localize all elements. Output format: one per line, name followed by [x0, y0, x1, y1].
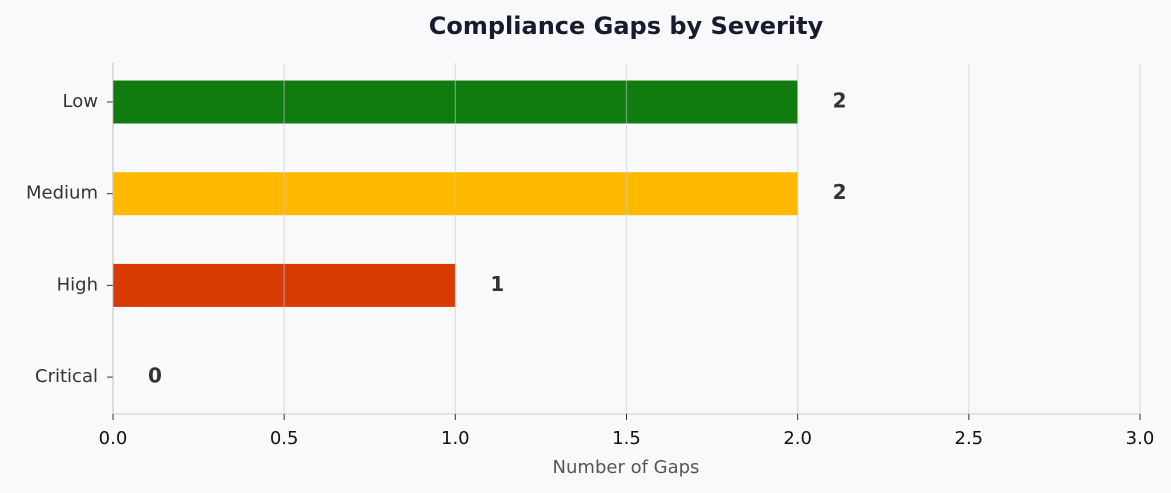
x-axis-label: Number of Gaps [553, 457, 700, 478]
value-label: 0 [148, 364, 162, 388]
x-tick-label: 2.0 [783, 428, 812, 449]
chart-title: Compliance Gaps by Severity [429, 12, 824, 40]
x-tick-label: 3.0 [1126, 428, 1155, 449]
x-tick-label: 2.5 [955, 428, 984, 449]
value-label: 1 [490, 272, 504, 296]
y-tick-label: Low [63, 91, 98, 112]
value-label: 2 [833, 180, 847, 204]
x-tick-label: 1.0 [441, 428, 470, 449]
value-label: 2 [833, 89, 847, 113]
x-tick-label: 0.5 [270, 428, 299, 449]
x-tick-label: 1.5 [612, 428, 641, 449]
y-tick-label: High [57, 274, 98, 295]
x-tick-label: 0.0 [99, 428, 128, 449]
y-tick-label: Critical [35, 366, 98, 387]
y-tick-label: Medium [26, 183, 98, 204]
